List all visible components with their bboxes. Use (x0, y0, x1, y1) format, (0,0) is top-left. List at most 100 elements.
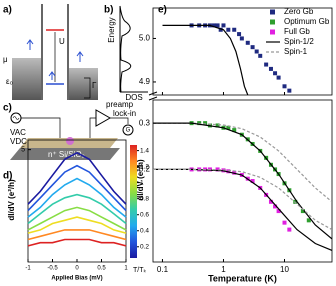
plot-frame (152, 99, 333, 263)
data-point (258, 53, 263, 58)
spectrum (27, 164, 127, 212)
y-tick-label: 0.3 (139, 118, 151, 127)
legend-swatch (270, 9, 275, 15)
data-point (245, 40, 250, 45)
spectrum (27, 177, 127, 218)
spectrum (27, 216, 127, 234)
data-point (232, 128, 237, 133)
colorbar-tick-label: 0.4 (140, 227, 149, 234)
data-point (226, 169, 231, 174)
u-label: U (59, 37, 65, 46)
data-point (215, 123, 220, 128)
legend-swatch (270, 29, 275, 35)
colorbar-tick-label: 0.2 (140, 243, 149, 250)
preamp (95, 109, 112, 127)
data-point (226, 125, 231, 130)
wire (110, 117, 129, 124)
data-point (282, 220, 287, 225)
panel-label: b) (104, 5, 113, 16)
x-tick-label: 1 (124, 266, 128, 272)
spectrum (27, 193, 127, 225)
vac-label: VAC (10, 128, 26, 137)
legend-swatch (270, 19, 275, 25)
data-point (239, 36, 244, 41)
data-point (232, 27, 237, 32)
epsilon-label: ε₀ (6, 77, 13, 86)
y-tick-label: 5 (21, 146, 25, 153)
colorbar-tick-label: 1.2 (140, 163, 149, 170)
panel-label: e) (158, 5, 167, 16)
data-point (212, 23, 217, 28)
data-point (250, 179, 255, 183)
vdc-label: VDC (10, 137, 27, 146)
panel-a: a) U μ ε₀ Γ (3, 4, 98, 100)
g-meter (122, 124, 134, 136)
legend-label: Spin-1 (284, 47, 308, 56)
colorbar-label: T/Tₖ (133, 267, 146, 274)
spectrum (27, 238, 127, 247)
data-point (215, 23, 220, 28)
g-label: G (126, 128, 131, 134)
legend-label: Optimum Gb (284, 17, 330, 26)
x-axis-label: Applied Bias (mV) (51, 276, 102, 282)
colorbar (130, 145, 137, 258)
data-point (268, 66, 273, 71)
legend-label: Zero Gb (284, 7, 314, 16)
lockin-label: lock-in (113, 109, 136, 118)
fit-line (153, 122, 332, 240)
x-tick-label: -1 (25, 266, 31, 272)
spectrum (27, 229, 127, 241)
spin (48, 71, 56, 80)
spin (26, 39, 34, 50)
colorbar-tick-label: 0.6 (140, 211, 149, 218)
panel-label: c) (3, 103, 12, 114)
wire (21, 117, 96, 140)
panel-label: a) (3, 5, 12, 16)
y-tick-label: 5.0 (139, 34, 151, 43)
panel-b: b) Energy DOS (104, 5, 148, 102)
legend-label: Full Gb (284, 27, 310, 36)
dos-curve (119, 5, 132, 93)
x-tick-label: 1 (221, 265, 226, 274)
data-point (268, 199, 273, 204)
spin (76, 51, 84, 62)
colorbar-tick-label: 1 (140, 179, 144, 186)
x-axis-label: Temperature (K) (208, 273, 277, 283)
data-point (273, 71, 278, 76)
data-point (221, 23, 226, 28)
x-tick-label: 10 (280, 265, 289, 274)
data-point (226, 27, 231, 32)
y-label: Energy (107, 17, 116, 42)
substrate (10, 148, 120, 160)
y-axis-label: dI/dV (e²/h) (7, 179, 16, 221)
spectrum (27, 151, 127, 205)
gamma-bracket (84, 77, 91, 99)
data-point (273, 204, 278, 209)
data-point (287, 227, 292, 232)
mu-label: μ (3, 55, 8, 64)
preamp-label: preamp (106, 100, 134, 109)
data-point (203, 121, 208, 126)
spectrum (27, 206, 127, 231)
fit-line (153, 122, 332, 203)
panel-c: c) VAC VDC preamp lock-in G n⁺ Si/SiO₂ (3, 100, 136, 160)
substrate-label: n⁺ Si/SiO₂ (48, 150, 85, 159)
data-point (254, 49, 259, 54)
left-lead (12, 58, 42, 100)
y-tick-label: 0.2 (139, 165, 151, 174)
ac-symbol (12, 116, 20, 120)
colorbar-tick-label: 0.8 (140, 195, 149, 202)
fit-line (162, 24, 249, 95)
data-point (264, 62, 269, 67)
y-tick-label: 4.9 (139, 77, 151, 86)
x-tick-label: 0.5 (97, 266, 106, 272)
fit-line (153, 168, 332, 251)
panel-label: d) (3, 171, 12, 182)
gamma-label: Γ (92, 81, 97, 90)
data-point (218, 27, 223, 32)
data-point (282, 84, 287, 89)
device (66, 137, 74, 145)
data-point (250, 45, 255, 50)
y-axis-label: dI/dV (e²/h) (136, 159, 145, 201)
